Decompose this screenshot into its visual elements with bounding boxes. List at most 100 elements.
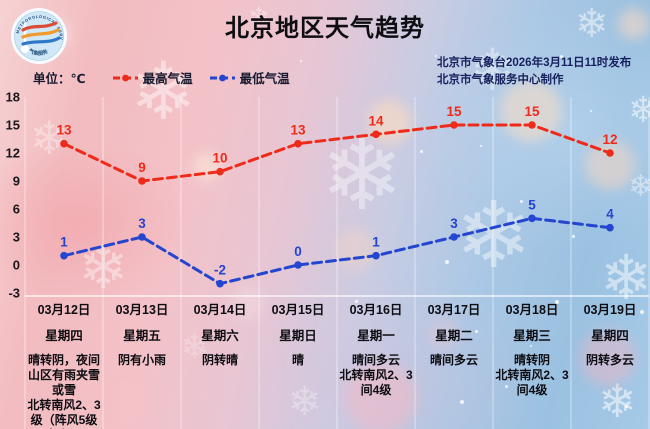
legend-item: 最高气温 bbox=[112, 68, 193, 87]
data-point-label: 15 bbox=[524, 104, 540, 119]
legend: 单位：℃ 最高气温 最低气温 bbox=[33, 68, 306, 87]
data-point-label: 1 bbox=[372, 235, 380, 250]
weather-line: 北转南风2、3级（阵风5级左右） bbox=[27, 398, 101, 429]
weather-text: 晴间多云 bbox=[415, 353, 493, 368]
weather-line: 晴间多云 bbox=[429, 353, 478, 367]
data-point-label: 13 bbox=[290, 123, 306, 138]
date-label: 03月13日 bbox=[115, 303, 169, 317]
forecast-column: 03月18日 星期三晴转阴 北转南风2、3间4级 bbox=[493, 299, 571, 429]
data-point-label: 3 bbox=[450, 216, 458, 231]
weather-line: 晴转阴，夜间山区有雨夹雪或雪 bbox=[27, 353, 100, 397]
weather-line: 晴转阴 bbox=[513, 353, 550, 367]
weekday-label: 星期一 bbox=[357, 329, 395, 343]
data-point bbox=[450, 121, 458, 129]
data-point-label: -2 bbox=[214, 263, 226, 278]
weather-text: 晴转阴 北转南风2、3间4级 bbox=[493, 353, 571, 398]
y-axis-tick: 9 bbox=[13, 174, 20, 189]
data-point-label: 15 bbox=[446, 104, 462, 119]
weekday-label: 星期二 bbox=[435, 329, 473, 343]
forecast-column: 03月14日 星期六阴转晴 bbox=[181, 299, 259, 429]
weather-text: 阴有小雨 bbox=[103, 353, 181, 368]
weather-line: 北转南风2、3间4级 bbox=[339, 368, 413, 397]
weekday-label: 星期日 bbox=[279, 329, 317, 343]
data-point bbox=[372, 130, 380, 139]
weather-line: 晴 bbox=[291, 353, 304, 367]
data-point bbox=[372, 251, 380, 260]
unit-label: 单位：℃ bbox=[33, 72, 86, 86]
date-label: 03月17日 bbox=[427, 303, 481, 317]
data-point bbox=[60, 251, 68, 260]
legend-label: 最高气温 bbox=[142, 72, 193, 86]
data-point-label: 13 bbox=[56, 123, 72, 138]
data-point bbox=[606, 223, 614, 232]
data-point bbox=[138, 177, 146, 185]
publisher-line-2: 北京市气象服务中心制作 bbox=[437, 74, 564, 86]
data-point bbox=[528, 121, 536, 129]
publisher-info: 北京市气象台2026年3月11日11时发布 北京市气象服务中心制作 bbox=[437, 55, 631, 89]
weather-text: 晴 bbox=[259, 353, 337, 368]
forecast-column: 03月16日 星期一晴间多云 北转南风2、3间4级 bbox=[337, 299, 415, 429]
data-point bbox=[450, 233, 458, 241]
legend-swatch bbox=[209, 74, 235, 81]
logo-bottom-text: 气象服务 bbox=[27, 46, 50, 57]
publisher-line-1: 北京市气象台2026年3月11日11时发布 bbox=[437, 57, 632, 69]
logo-ribbon-red bbox=[21, 21, 58, 32]
date-label: 03月16日 bbox=[349, 303, 403, 317]
data-point bbox=[294, 261, 302, 269]
y-axis-tick: 12 bbox=[6, 146, 20, 161]
logo-ribbon-blue bbox=[21, 36, 61, 46]
date-label: 03月12日 bbox=[37, 303, 91, 317]
weather-line: 阴转晴 bbox=[201, 353, 238, 367]
forecast-table: 03月12日星期四晴转阴，夜间山区有雨夹雪或雪北转南风2、3级（阵风5级左右）0… bbox=[25, 299, 649, 429]
data-point-label: 5 bbox=[528, 197, 536, 212]
date-label: 03月18日 bbox=[505, 303, 559, 317]
page-title: 北京地区天气趋势 bbox=[225, 15, 425, 42]
legend-swatch bbox=[112, 74, 138, 81]
weekday-label: 星期四 bbox=[45, 329, 83, 343]
series-line bbox=[62, 123, 612, 183]
weekday-label: 星期四 bbox=[591, 329, 629, 343]
date-label: 03月14日 bbox=[193, 303, 247, 317]
legend-label: 最低气温 bbox=[239, 72, 290, 86]
date-label: 03月19日 bbox=[583, 303, 637, 317]
y-axis-tick: -3 bbox=[8, 286, 20, 301]
data-point-label: 10 bbox=[212, 151, 227, 166]
y-axis-tick: 15 bbox=[6, 118, 20, 133]
logo-ribbon-orange bbox=[21, 28, 60, 39]
forecast-column: 03月13日 星期五 阴有小雨 bbox=[103, 299, 181, 429]
data-point-label: 0 bbox=[294, 244, 302, 259]
y-axis-tick: 3 bbox=[13, 230, 20, 245]
data-point-label: 4 bbox=[606, 207, 614, 222]
weather-line: 阴转多云 bbox=[585, 353, 634, 367]
weekday-label: 星期三 bbox=[513, 329, 551, 343]
forecast-column: 03月15日 星期日晴 bbox=[259, 299, 337, 429]
y-axis-tick: 18 bbox=[6, 90, 20, 105]
data-point bbox=[138, 233, 146, 241]
weather-text: 阴转晴 bbox=[181, 353, 259, 368]
weather-line: 晴间多云 bbox=[351, 353, 400, 367]
data-point bbox=[294, 139, 302, 148]
data-point-label: 9 bbox=[138, 160, 146, 175]
data-point-label: 3 bbox=[138, 216, 146, 231]
data-point bbox=[528, 214, 536, 223]
y-axis-tick: 0 bbox=[13, 258, 20, 273]
data-point bbox=[606, 149, 614, 157]
data-point-label: 12 bbox=[602, 132, 617, 147]
meteorological-service-logo: METEOROLOGICAL SERVICE 气象服务 bbox=[8, 6, 67, 64]
weekday-label: 星期六 bbox=[201, 329, 239, 343]
weather-text: 晴间多云 北转南风2、3间4级 bbox=[337, 353, 415, 398]
weather-line: 北转南风2、3间4级 bbox=[495, 368, 569, 397]
date-label: 03月15日 bbox=[271, 303, 325, 317]
data-point bbox=[216, 167, 224, 176]
data-point bbox=[60, 139, 68, 148]
forecast-column: 03月19日 星期四阴转多云 bbox=[571, 299, 649, 429]
series-line bbox=[62, 216, 612, 286]
weather-text: 阴转多云 bbox=[571, 353, 649, 368]
weather-line: 阴有小雨 bbox=[117, 353, 166, 367]
data-point-label: 1 bbox=[60, 235, 68, 250]
y-axis-tick: 6 bbox=[13, 202, 20, 217]
